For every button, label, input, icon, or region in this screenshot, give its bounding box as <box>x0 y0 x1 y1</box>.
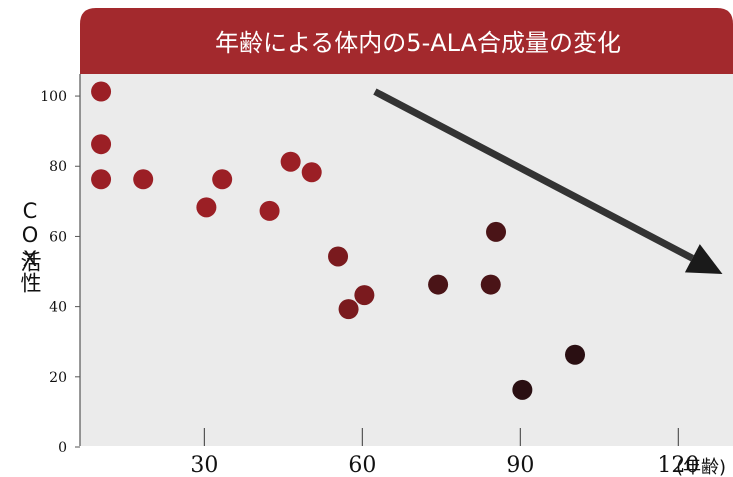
data-point <box>91 81 112 102</box>
y-tick-label: 80 <box>49 159 67 175</box>
y-axis-label-latin: COX <box>18 199 42 271</box>
data-point <box>280 151 301 172</box>
data-point <box>91 134 112 155</box>
data-point <box>133 169 154 190</box>
x-tick-label: 60 <box>348 453 376 477</box>
data-point <box>354 285 375 306</box>
y-tick-label: 40 <box>49 300 67 316</box>
data-point <box>428 274 449 295</box>
data-point <box>328 246 349 267</box>
y-tick-label: 0 <box>58 440 67 456</box>
plot-area <box>80 74 733 446</box>
data-point <box>338 299 359 320</box>
data-point <box>480 274 501 295</box>
data-point <box>259 200 280 221</box>
title-banner <box>80 8 733 74</box>
y-tick-label: 100 <box>40 89 67 105</box>
y-tick-label: 60 <box>49 229 67 245</box>
x-tick-label: 30 <box>190 453 218 477</box>
x-tick-label: 90 <box>506 453 534 477</box>
y-axis-label-kanji: 活性 <box>18 251 42 293</box>
x-axis-unit-label: (年齢) <box>676 457 726 477</box>
data-point <box>91 169 112 190</box>
data-point <box>512 379 533 400</box>
x-tick-label: 120 <box>657 453 699 477</box>
data-point <box>565 344 586 365</box>
data-point <box>301 162 322 183</box>
trend-arrow-shaft <box>373 88 694 262</box>
data-point <box>212 169 233 190</box>
data-point <box>486 221 507 242</box>
trend-arrow-head <box>684 244 723 275</box>
y-tick-label: 20 <box>49 370 67 386</box>
chart-title: 年齢による体内の5-ALA合成量の変化 <box>215 29 621 57</box>
data-point <box>196 197 217 218</box>
